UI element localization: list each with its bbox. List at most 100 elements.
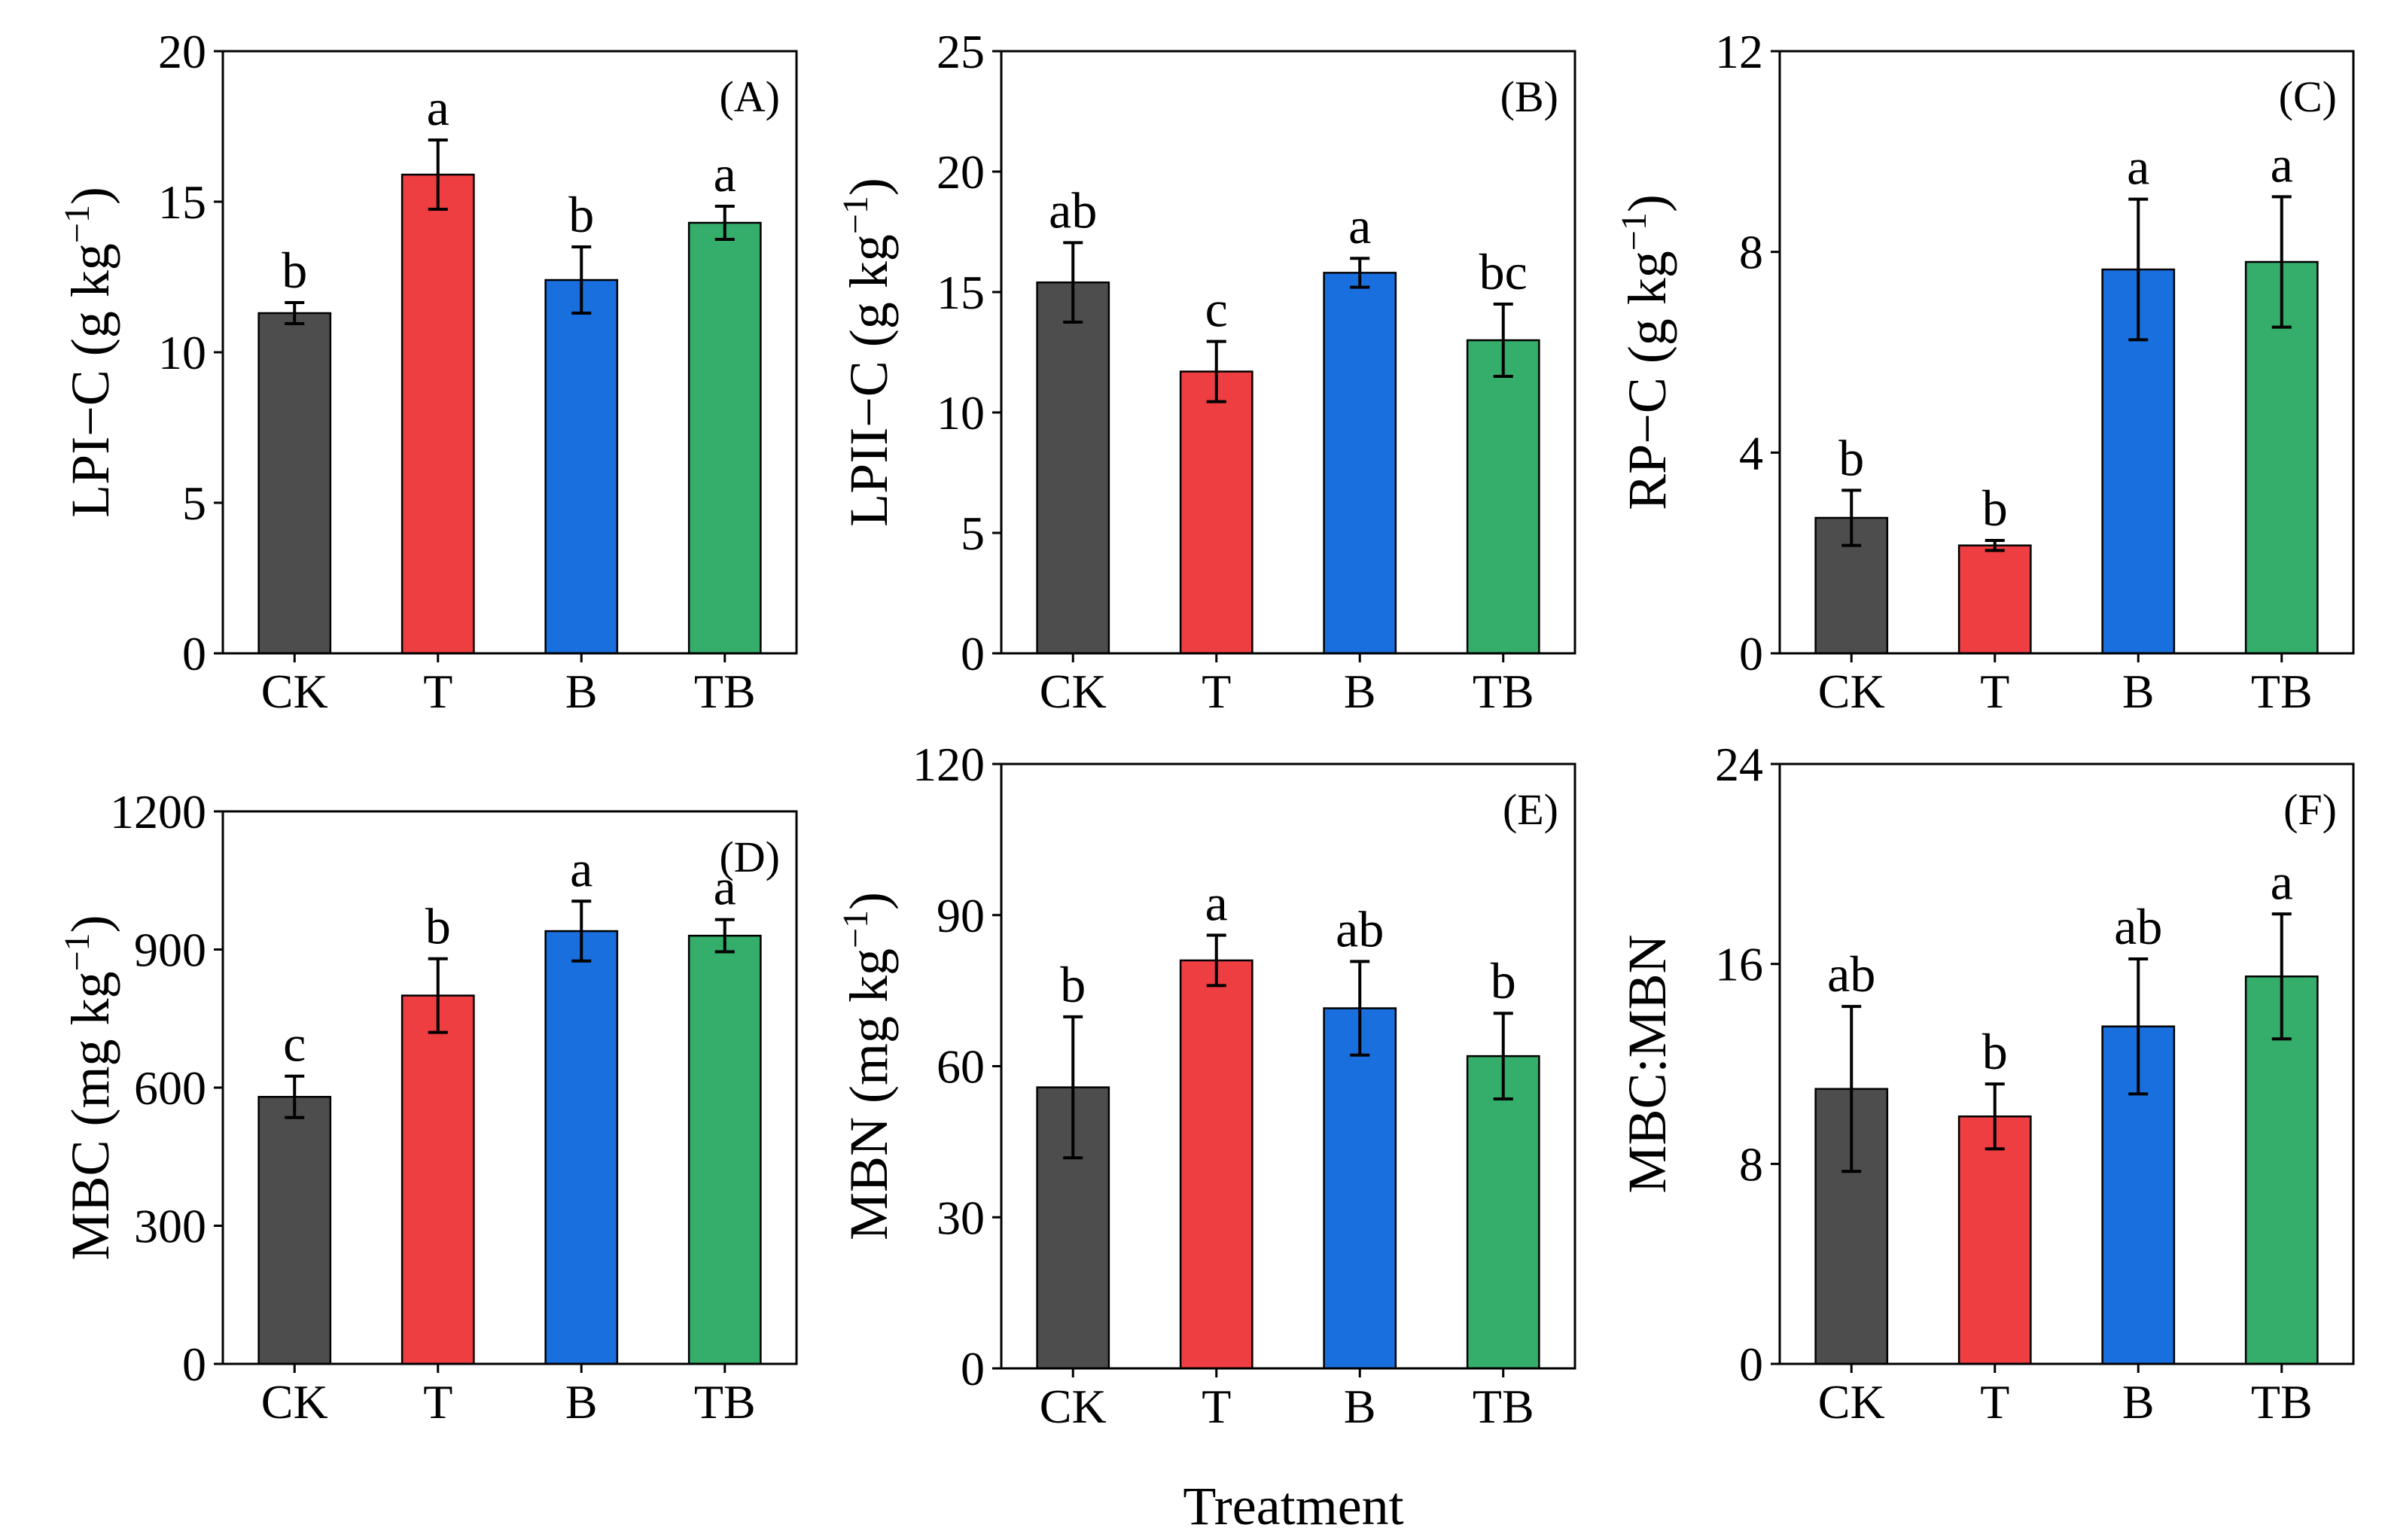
x-tick-label: T — [1202, 1380, 1231, 1433]
significance-letter: a — [427, 79, 449, 136]
significance-letter: b — [1491, 952, 1516, 1009]
y-tick-label: 120 — [912, 738, 985, 791]
panel-label: (B) — [1500, 72, 1558, 121]
bar-b — [544, 278, 619, 655]
bar-tb — [1466, 1055, 1540, 1370]
panel-label: (D) — [719, 832, 780, 881]
y-axis-label: LPII−C (g kg−1) — [836, 178, 899, 527]
y-tick-label: 600 — [134, 1061, 206, 1115]
x-axis-label: Treatment — [1183, 1476, 1403, 1536]
y-tick-label: 25 — [937, 25, 985, 78]
significance-letter: b — [568, 186, 594, 243]
y-tick-label: 16 — [1715, 938, 1763, 991]
significance-letter: a — [714, 145, 736, 202]
significance-letter: a — [2271, 135, 2293, 193]
y-tick-label: 0 — [1739, 1338, 1763, 1391]
x-tick-label: T — [1202, 665, 1231, 718]
y-tick-label: 24 — [1715, 738, 1763, 791]
panel-f: ab CK b Tab Ba TB 0 8 16 24 (F) MBC:MBN — [1617, 738, 2355, 1429]
x-tick-label: CK — [1818, 1375, 1885, 1429]
bar-ck — [257, 312, 332, 655]
bar-b — [1323, 1007, 1397, 1370]
significance-letter: a — [2127, 138, 2149, 196]
x-tick-label: TB — [694, 665, 756, 718]
panel-label: (A) — [719, 72, 780, 121]
y-tick-label: 0 — [961, 627, 985, 680]
y-tick-label: 12 — [1715, 25, 1763, 78]
x-tick-label: CK — [261, 665, 328, 718]
significance-letter: a — [1205, 875, 1228, 932]
x-tick-label: T — [1980, 665, 2009, 718]
significance-letter: c — [283, 1015, 306, 1073]
panel-label: (E) — [1503, 785, 1558, 834]
x-tick-label: CK — [1040, 1380, 1107, 1433]
significance-letter: bc — [1479, 243, 1528, 300]
x-tick-label: TB — [2251, 665, 2313, 718]
y-tick-label: 5 — [961, 507, 985, 560]
axes-frame — [1000, 50, 1576, 655]
axes-frame — [1778, 762, 2355, 1365]
significance-letter: b — [1060, 956, 1086, 1013]
x-tick-label: TB — [1473, 665, 1534, 718]
bar-ck — [257, 1095, 332, 1365]
x-tick-label: B — [565, 1375, 598, 1429]
significance-letter: ab — [1049, 181, 1097, 239]
y-tick-label: 15 — [937, 266, 985, 319]
bar-t — [1179, 370, 1253, 655]
x-tick-label: T — [1980, 1375, 2009, 1429]
y-tick-label: 15 — [158, 175, 206, 229]
x-tick-label: CK — [1818, 665, 1885, 718]
y-tick-label: 90 — [937, 889, 985, 942]
x-tick-label: CK — [1040, 665, 1107, 718]
significance-letter: b — [1982, 1023, 2008, 1080]
bar-ck — [1036, 281, 1110, 655]
y-tick-label: 0 — [1739, 627, 1763, 680]
y-tick-label: 30 — [937, 1191, 985, 1244]
y-tick-label: 5 — [182, 476, 206, 530]
axes-frame — [1000, 762, 1576, 1370]
significance-letter: a — [714, 859, 736, 916]
y-tick-label: 300 — [134, 1200, 206, 1253]
panel-label: (F) — [2283, 785, 2337, 834]
bar-t — [1179, 959, 1253, 1370]
y-tick-label: 900 — [134, 924, 206, 977]
axes-frame — [221, 50, 798, 655]
x-tick-label: B — [1344, 665, 1376, 718]
x-tick-label: T — [423, 1375, 452, 1429]
x-tick-label: B — [1344, 1380, 1376, 1433]
x-tick-label: TB — [1473, 1380, 1534, 1433]
significance-letter: a — [2271, 853, 2293, 910]
y-tick-label: 20 — [937, 145, 985, 199]
axes-frame — [221, 810, 798, 1365]
bar-t — [401, 994, 475, 1365]
significance-letter: c — [1205, 281, 1228, 338]
panel-e: b CK a Tab Bb TB 0 30 60 90 120 (E) MBN (mg kg−1) — [836, 738, 1576, 1433]
y-axis-label: RP−C (g kg−1) — [1614, 194, 1677, 510]
bar-t — [1957, 544, 2032, 655]
y-axis-label: MBN (mg kg−1) — [836, 892, 899, 1240]
significance-letter: b — [282, 242, 307, 299]
y-tick-label: 0 — [182, 1338, 206, 1391]
y-tick-label: 10 — [937, 386, 985, 440]
x-tick-label: B — [2122, 665, 2155, 718]
y-axis-label: MBC:MBN — [1617, 934, 1677, 1193]
y-axis-label: MBC (mg kg−1) — [57, 915, 120, 1260]
y-axis-label: LPI−C (g kg−1) — [57, 187, 120, 518]
y-tick-label: 10 — [158, 326, 206, 379]
significance-letter: a — [570, 840, 592, 897]
bar-b — [1323, 272, 1397, 655]
y-tick-label: 1200 — [110, 785, 206, 838]
panel-d: c CK b Ta Ba TB 0 300 600 900 1200 (D) MBC (mg kg−1) — [57, 785, 798, 1429]
bar-tb — [687, 221, 762, 655]
panel-b: ab CK c Ta Bbc TB 0 5 10 15 20 25 (B) LPII−C (g kg−1) — [836, 25, 1576, 718]
bar-tb — [1466, 339, 1540, 655]
y-tick-label: 8 — [1739, 1137, 1763, 1191]
significance-letter: ab — [1827, 945, 1875, 1003]
bar-b — [544, 930, 619, 1365]
significance-letter: b — [425, 898, 451, 955]
bar-tb — [687, 934, 762, 1365]
x-tick-label: TB — [2251, 1375, 2313, 1429]
significance-letter: b — [1838, 429, 1864, 486]
y-tick-label: 0 — [182, 627, 206, 680]
